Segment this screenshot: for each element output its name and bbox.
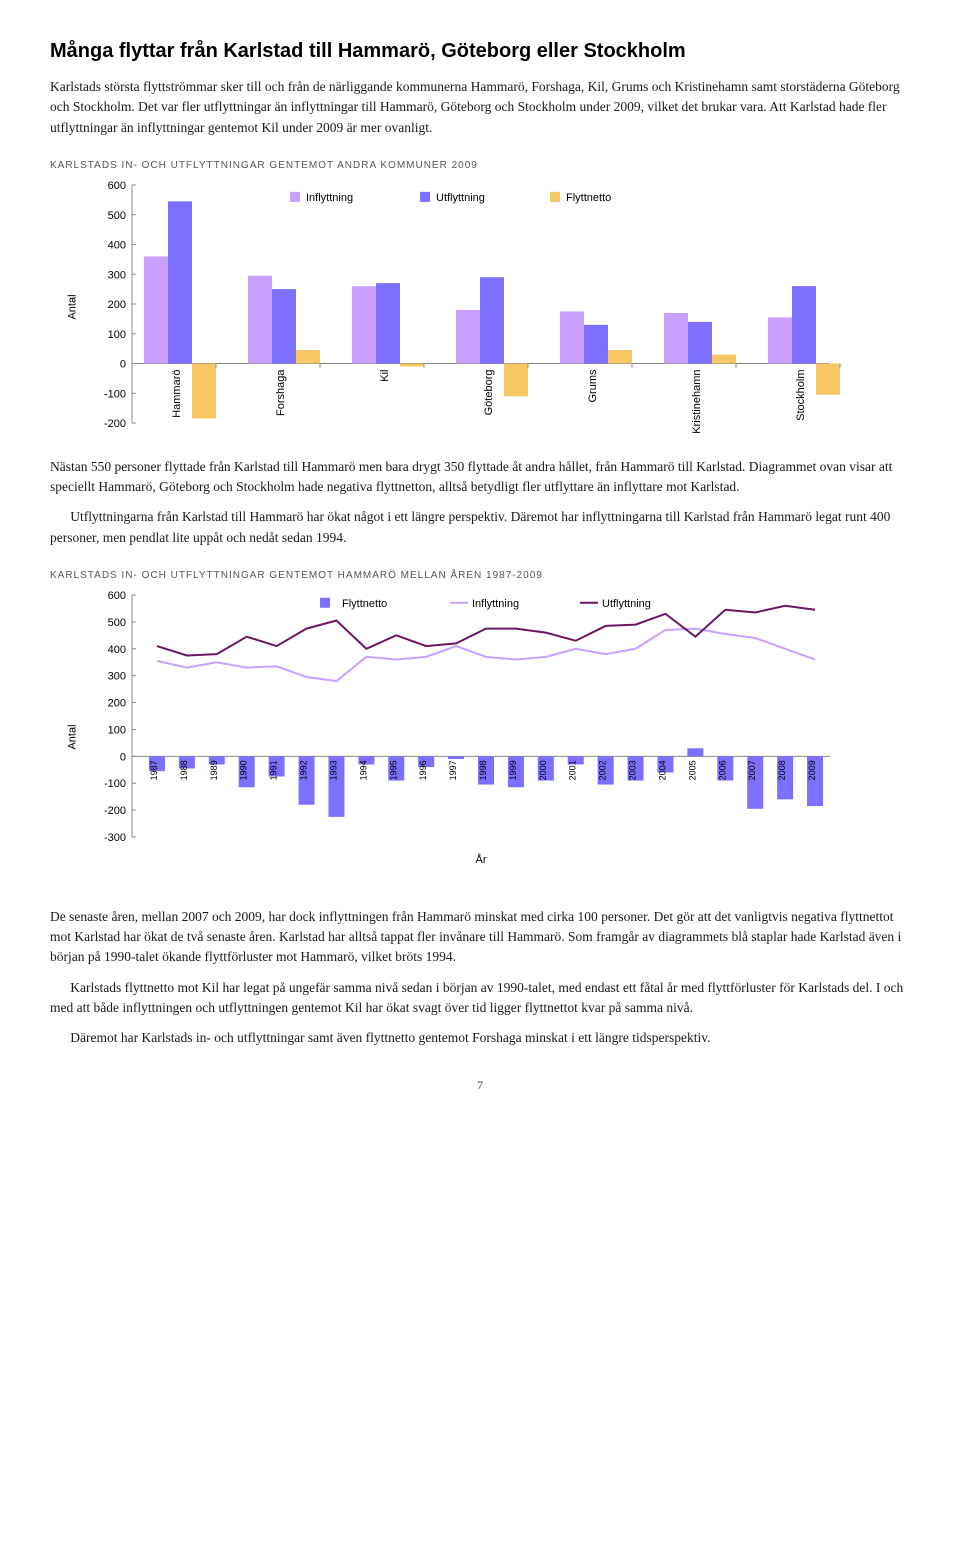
svg-text:100: 100 [108,329,126,341]
svg-text:År: År [476,853,487,866]
svg-text:Grums: Grums [587,369,599,403]
svg-text:1989: 1989 [209,760,219,780]
svg-text:2002: 2002 [598,760,608,780]
para2: Nästan 550 personer flyttade från Karlst… [50,457,910,498]
svg-text:1997: 1997 [448,760,458,780]
svg-text:1993: 1993 [328,760,338,780]
svg-text:Flyttnetto: Flyttnetto [566,192,611,204]
svg-text:Kil: Kil [379,369,391,381]
svg-text:2007: 2007 [747,760,757,780]
svg-text:2001: 2001 [568,760,578,780]
svg-text:600: 600 [108,590,126,602]
svg-text:1987: 1987 [149,760,159,780]
svg-text:Flyttnetto: Flyttnetto [342,598,387,610]
svg-text:-300: -300 [104,832,126,844]
svg-text:400: 400 [108,644,126,656]
svg-text:2000: 2000 [538,760,548,780]
svg-text:-200: -200 [104,805,126,817]
svg-text:Utflyttning: Utflyttning [436,192,485,204]
svg-text:Inflyttning: Inflyttning [306,192,353,204]
svg-text:500: 500 [108,617,126,629]
para4: De senaste åren, mellan 2007 och 2009, h… [50,907,910,968]
svg-text:1991: 1991 [269,760,279,780]
svg-text:-200: -200 [104,418,126,430]
chart2-container: Antal -300-200-1000100200300400500600Fly… [90,587,910,887]
svg-text:-100: -100 [104,778,126,790]
intro-paragraph: Karlstads största flyttströmmar sker til… [50,77,910,138]
svg-text:0: 0 [120,358,126,370]
svg-text:1988: 1988 [179,760,189,780]
chart2-svg: -300 -200 -100 0 100 200 300 400 500 600 Flyttnett… [90,587,850,867]
svg-text:-100: -100 [104,388,126,400]
svg-text:1998: 1998 [478,760,488,780]
page-title: Många flyttar från Karlstad till Hammarö… [50,40,910,63]
svg-text:2005: 2005 [687,760,697,780]
svg-text:2006: 2006 [717,760,727,780]
chart2-ylabel: Antal [67,724,79,749]
svg-text:Utflyttning: Utflyttning [602,598,651,610]
svg-text:2009: 2009 [807,760,817,780]
svg-text:600: 600 [108,180,126,192]
svg-text:300: 300 [108,269,126,281]
page-number: 7 [50,1078,910,1093]
svg-text:Kristinehamn: Kristinehamn [691,369,703,433]
svg-text:1996: 1996 [418,760,428,780]
chart1-title: KARLSTADS IN- OCH UTFLYTTNINGAR GENTEMOT… [50,160,910,171]
svg-text:300: 300 [108,670,126,682]
svg-text:Inflyttning: Inflyttning [472,598,519,610]
svg-text:2008: 2008 [777,760,787,780]
svg-text:Forshaga: Forshaga [275,368,287,415]
svg-text:200: 200 [108,299,126,311]
chart2-title: KARLSTADS IN- OCH UTFLYTTNINGAR GENTEMOT… [50,570,910,581]
svg-text:1999: 1999 [508,760,518,780]
para3: Utflyttningarna från Karlstad till Hamma… [50,507,910,548]
svg-text:2004: 2004 [657,760,667,780]
svg-text:1995: 1995 [388,760,398,780]
chart1-container: Antal -200-1000100200300400500600Inflytt… [90,177,910,437]
svg-text:Göteborg: Göteborg [483,369,495,415]
svg-text:200: 200 [108,697,126,709]
svg-text:500: 500 [108,210,126,222]
svg-text:1992: 1992 [299,760,309,780]
svg-text:Stockholm: Stockholm [795,369,807,420]
para6: Däremot har Karlstads in- och utflyttnin… [50,1028,910,1048]
para5: Karlstads flyttnetto mot Kil har legat p… [50,978,910,1019]
chart1-svg: -200 -100 0 100 200 300 400 500 600 Inflyttning Ut… [90,177,850,437]
svg-text:Hammarö: Hammarö [171,369,183,417]
svg-text:1990: 1990 [239,760,249,780]
svg-text:2003: 2003 [628,760,638,780]
svg-text:400: 400 [108,239,126,251]
svg-text:1994: 1994 [358,760,368,780]
svg-text:100: 100 [108,724,126,736]
svg-text:0: 0 [120,751,126,763]
chart1-ylabel: Antal [67,294,79,319]
